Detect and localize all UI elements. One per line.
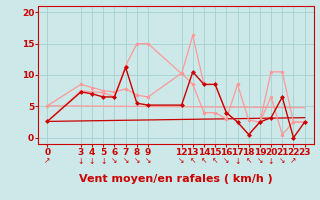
- X-axis label: Vent moyen/en rafales ( km/h ): Vent moyen/en rafales ( km/h ): [79, 174, 273, 184]
- Text: ↓: ↓: [78, 156, 84, 165]
- Text: ↗: ↗: [44, 156, 51, 165]
- Text: ↖: ↖: [212, 156, 218, 165]
- Text: ↗: ↗: [290, 156, 297, 165]
- Text: ↓: ↓: [89, 156, 95, 165]
- Text: ↘: ↘: [145, 156, 151, 165]
- Text: ↓: ↓: [268, 156, 274, 165]
- Text: ↘: ↘: [123, 156, 129, 165]
- Text: ↘: ↘: [111, 156, 118, 165]
- Text: ↘: ↘: [279, 156, 285, 165]
- Text: ↓: ↓: [234, 156, 241, 165]
- Text: ↘: ↘: [179, 156, 185, 165]
- Text: ↖: ↖: [201, 156, 207, 165]
- Text: ↓: ↓: [100, 156, 107, 165]
- Text: ↖: ↖: [189, 156, 196, 165]
- Text: ↘: ↘: [257, 156, 263, 165]
- Text: ↖: ↖: [245, 156, 252, 165]
- Text: ↘: ↘: [223, 156, 229, 165]
- Text: ↘: ↘: [134, 156, 140, 165]
